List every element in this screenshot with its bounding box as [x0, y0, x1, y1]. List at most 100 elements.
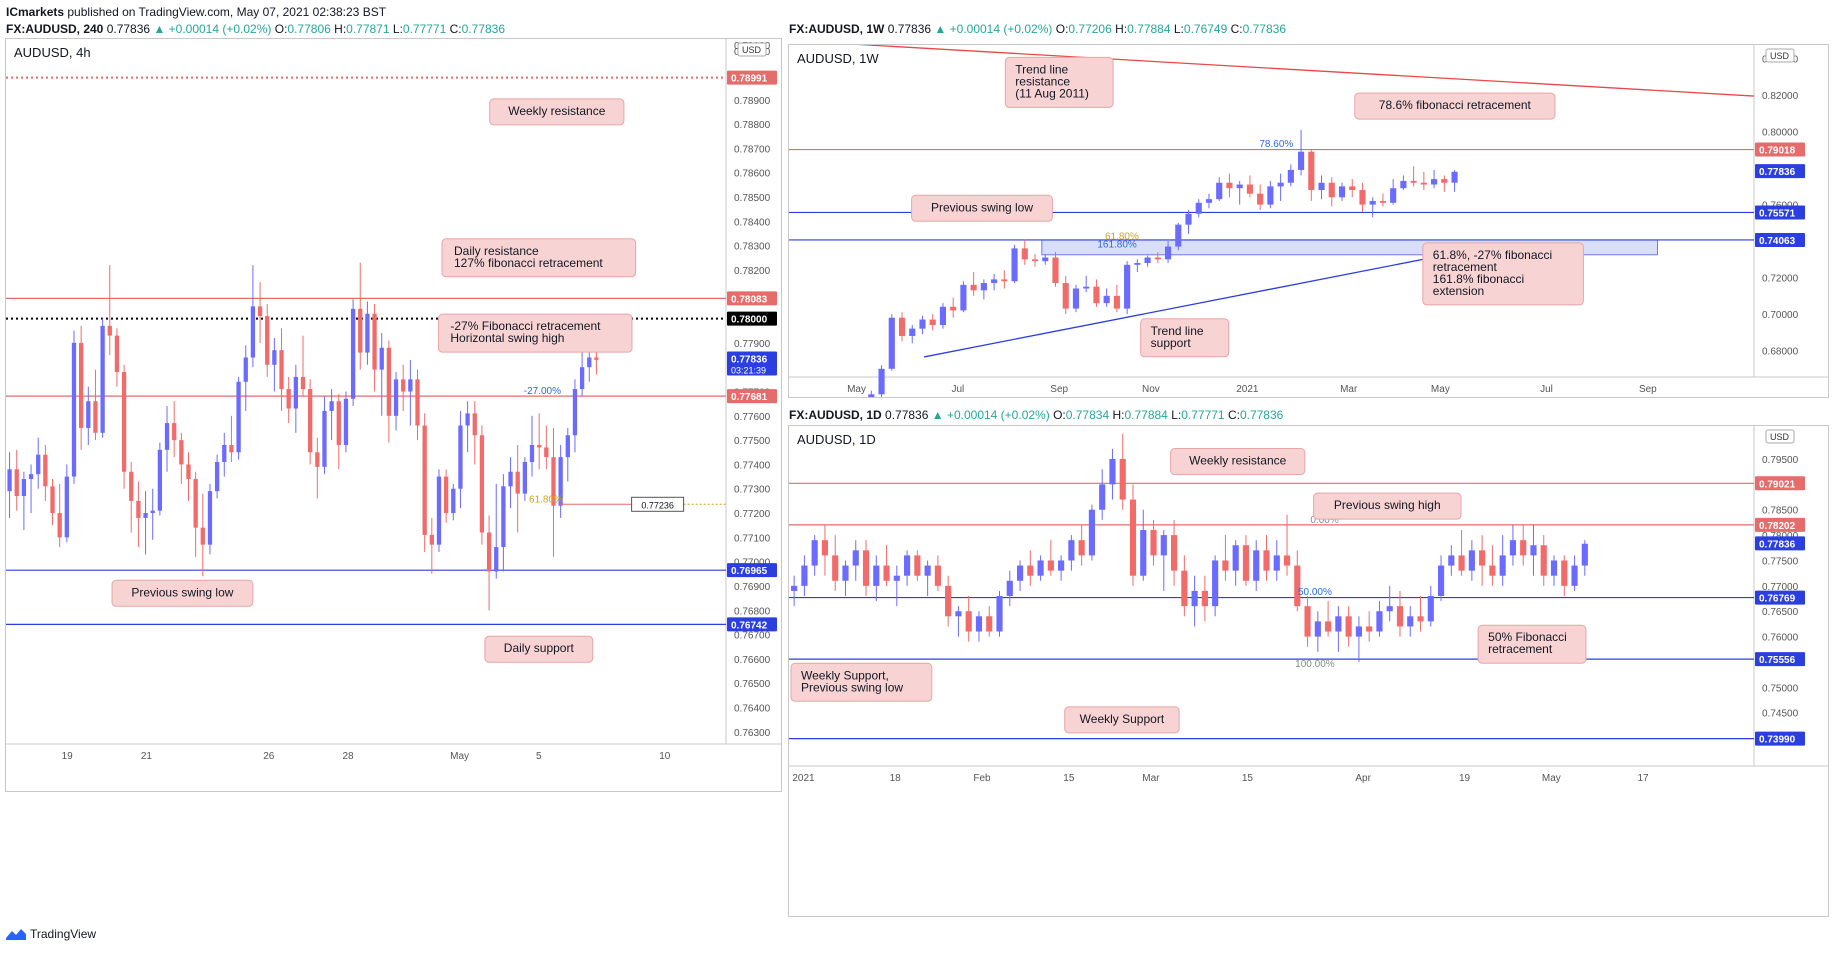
x-tick-label: Nov [1142, 384, 1160, 395]
candle-body [265, 316, 270, 365]
y-tick-label: 0.77100 [734, 533, 771, 544]
currency-badge [1765, 429, 1795, 444]
y-tick-label: 0.77300 [734, 485, 771, 496]
y-tick-label: 0.82000 [1762, 91, 1799, 102]
annotation-note [484, 635, 594, 663]
annotation-note-text: Trend line [1015, 62, 1068, 76]
candle-body [429, 534, 434, 545]
candle-body [1458, 555, 1465, 571]
candle-body [401, 379, 406, 392]
fib-label: 61.80% [1105, 231, 1139, 242]
w1-chart-svg[interactable]: 0.680000.700000.720000.740000.760000.780… [789, 45, 1828, 397]
x-tick-label: 10 [659, 751, 671, 762]
candle-body [1078, 540, 1085, 556]
candle-body [436, 476, 442, 545]
y-tick-label: 0.76800 [734, 606, 771, 617]
ohlc-key: O: [1055, 22, 1069, 36]
candle-body [1308, 151, 1315, 191]
candle-body [386, 347, 392, 416]
candle-body [1407, 616, 1414, 627]
candle-body [801, 565, 808, 586]
y-tick-label: 0.80000 [1762, 128, 1799, 139]
candle-body [121, 372, 127, 472]
candle-body [1489, 565, 1496, 576]
tradingview-logo[interactable]: TradingView [6, 927, 96, 941]
d1-chart-svg[interactable]: 0.740000.745000.750000.755000.760000.765… [789, 426, 1828, 916]
y-tick-label: 0.77000 [734, 558, 771, 569]
publisher-line: ICmarkets published on TradingView.com, … [6, 5, 386, 19]
y-tick-label: 0.75000 [1762, 683, 1799, 694]
candle-body [1222, 560, 1229, 571]
candle-body [64, 476, 69, 538]
candle-body [93, 401, 98, 433]
candle-body [43, 454, 48, 487]
w1-chart-panel[interactable]: 0.680000.700000.720000.740000.760000.780… [788, 44, 1829, 398]
annotation-note [1477, 624, 1587, 664]
candle-body [1242, 545, 1250, 581]
candle-body [50, 486, 55, 514]
candle-body [372, 313, 377, 370]
candle-body [1417, 616, 1424, 622]
candle-body [1232, 545, 1239, 571]
candle-body [522, 462, 528, 494]
y-tick-label: 0.77400 [734, 460, 771, 471]
candle-body [1170, 535, 1178, 571]
ohlc-value: 0.77806 [287, 22, 331, 36]
candle-body [1420, 182, 1427, 185]
candle-body [1287, 169, 1294, 183]
annotation-note-text: Weekly resistance [1189, 454, 1286, 468]
candle-body [1062, 283, 1069, 309]
y-tick-label: 0.78200 [734, 266, 771, 277]
candle-body [1379, 200, 1387, 203]
candle-body [1154, 257, 1161, 260]
annotation-note-text: Previous swing high [1334, 498, 1441, 512]
d1-chart-panel[interactable]: 0.740000.745000.750000.755000.760000.765… [788, 425, 1829, 917]
candle-body [358, 308, 363, 353]
level-badge [727, 291, 777, 306]
candle-body [1273, 555, 1280, 571]
currency-badge-label: USD [742, 45, 762, 55]
ohlc-key: L: [1173, 22, 1184, 36]
x-tick-label: 18 [890, 773, 902, 784]
h4-chart-panel[interactable]: 0.76300 0.76400 0.76500 0.76600 0.76700 0.768… [5, 38, 782, 792]
annotation-note-text: Daily support [504, 641, 575, 655]
x-tick-label: May [1542, 773, 1561, 784]
ohlc-value: 0.77836 [461, 22, 506, 36]
candle-body [1314, 621, 1321, 637]
fib-label: 50.00% [1298, 587, 1332, 598]
candle-body [1448, 555, 1455, 566]
y-tick-label: 0.77500 [1762, 556, 1799, 567]
annotation-note-text: resistance [1015, 74, 1070, 88]
tradingview-logo-icon [6, 929, 26, 940]
y-tick-label: 0.78600 [734, 169, 771, 180]
inline-price-label: 0.77236 [641, 500, 674, 510]
level-badge [727, 617, 777, 632]
annotation-note [1313, 492, 1462, 520]
candle-body [950, 306, 957, 311]
candle-body [579, 367, 585, 390]
y-tick-label: 0.76500 [1762, 607, 1799, 618]
candle-body [515, 471, 520, 494]
last-price: 0.77836 [885, 408, 929, 422]
currency-badge [737, 42, 767, 57]
inline-price-box [631, 496, 685, 512]
candle-body [222, 444, 227, 462]
candle-body [1164, 246, 1172, 260]
candle-body [1468, 550, 1475, 571]
candle-body [1212, 560, 1219, 607]
h4-chart-svg[interactable]: 0.76300 0.76400 0.76500 0.76600 0.76700 0.768… [6, 39, 781, 791]
candle-body [1031, 259, 1039, 262]
candle-body [1396, 606, 1404, 627]
x-tick-label: May [847, 384, 866, 395]
candle-body [107, 325, 112, 336]
candle-body [129, 471, 134, 501]
fib-label: 0.00% [1310, 515, 1338, 526]
x-tick-label: 17 [1637, 773, 1649, 784]
candle-body [1042, 257, 1049, 262]
candle-body [1431, 179, 1438, 185]
level-badge-label: 0.73990 [1759, 735, 1796, 746]
fib-label: 61.80% [529, 494, 563, 505]
level-badge [1755, 205, 1805, 220]
candle-body [100, 325, 105, 433]
d1-chart-title: AUDUSD, 1D [797, 432, 876, 447]
